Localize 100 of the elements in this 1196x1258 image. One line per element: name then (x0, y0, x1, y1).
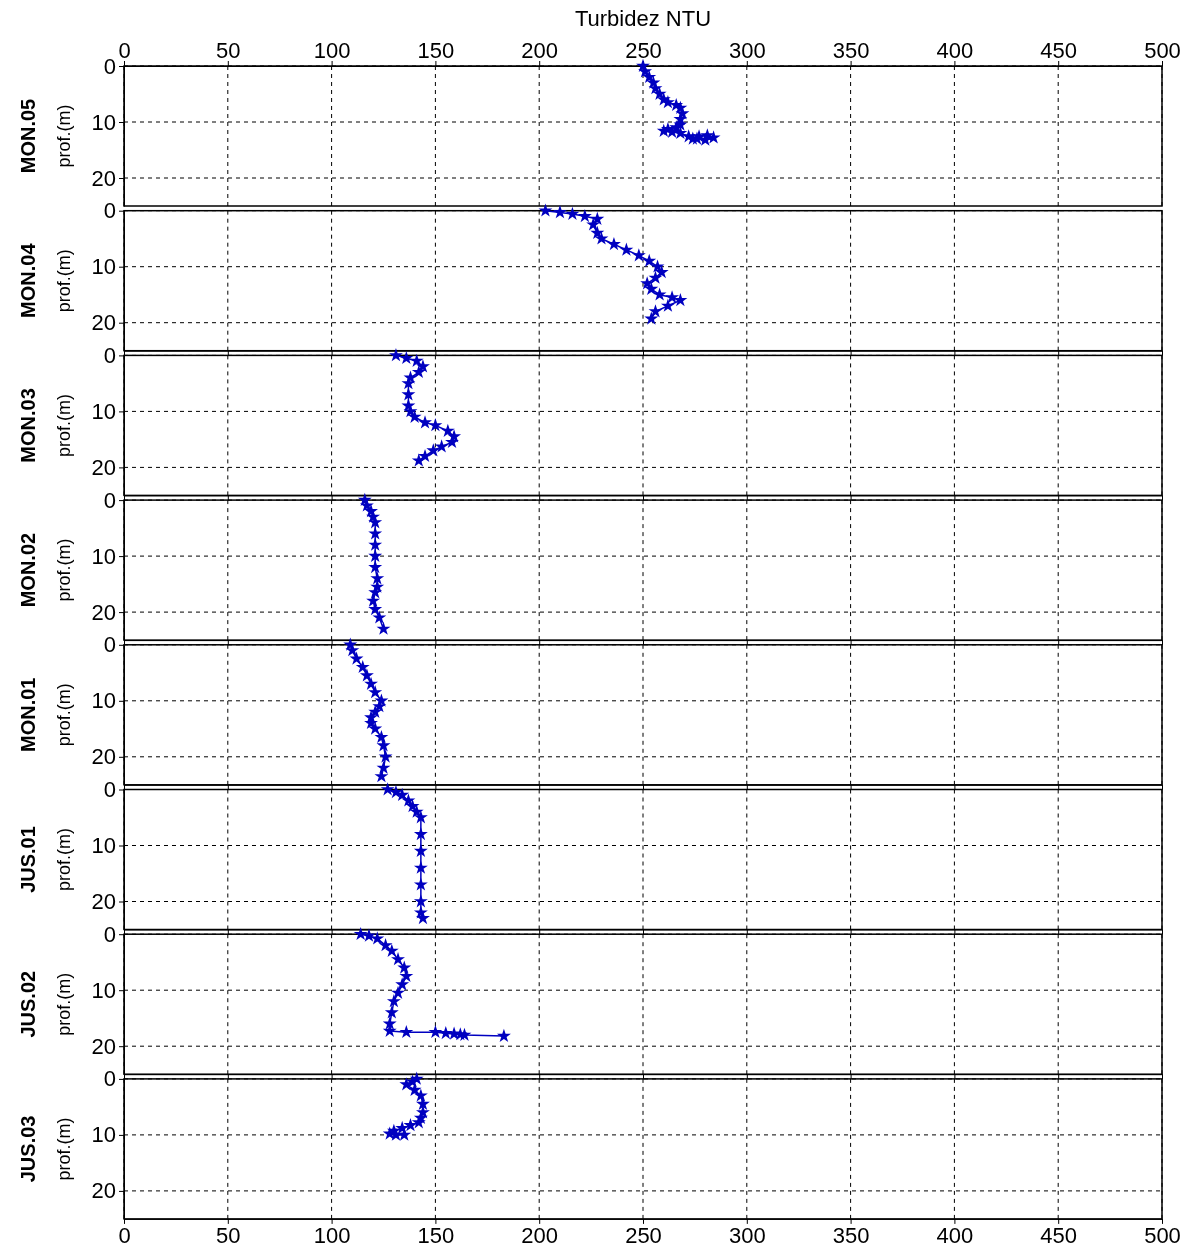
point (438, 1026, 453, 1040)
y-axis-title: prof.(m) (54, 393, 74, 457)
point (368, 537, 383, 551)
point (401, 387, 416, 401)
x-tick-label: 50 (216, 1222, 241, 1248)
point (378, 938, 393, 952)
point (368, 526, 383, 540)
point (565, 206, 580, 220)
point (399, 350, 414, 365)
point (418, 415, 432, 429)
y-tick-label: 20 (91, 744, 116, 770)
y-tick-label: 10 (91, 254, 116, 280)
y-tick-label: 20 (91, 310, 116, 336)
y-tick-label: 20 (91, 1178, 116, 1204)
y-tick-label: 0 (103, 198, 116, 224)
point (411, 1115, 426, 1129)
x-tick-label: 250 (625, 1222, 662, 1248)
point (353, 926, 368, 941)
point (644, 281, 659, 296)
point (391, 952, 405, 966)
text: MON.03 (17, 388, 39, 463)
point (413, 1088, 428, 1102)
point (386, 994, 401, 1008)
y-tick-label: 20 (91, 165, 116, 191)
x-tick-label: 450 (1040, 1222, 1078, 1248)
point (413, 877, 428, 891)
point (411, 364, 426, 379)
y-tick-label: 0 (103, 632, 116, 658)
point (403, 404, 418, 418)
point (395, 977, 410, 991)
x-tick-label: 350 (832, 38, 870, 63)
point (631, 248, 646, 262)
point (413, 860, 428, 874)
point (376, 621, 391, 635)
point (413, 894, 428, 908)
point (368, 559, 383, 574)
point (428, 418, 443, 432)
y-tick-label: 0 (103, 1066, 116, 1092)
point (586, 217, 601, 231)
point (415, 1096, 430, 1111)
point (413, 810, 428, 824)
y-axis-title: prof.(m) (54, 249, 74, 313)
point (359, 498, 374, 512)
x-tick-label: 400 (936, 38, 974, 63)
point (648, 304, 663, 318)
x-tick-label: 200 (521, 38, 559, 63)
point (345, 643, 360, 657)
y-tick-label: 20 (91, 1033, 116, 1059)
point (594, 231, 609, 245)
y-tick-label: 10 (91, 109, 116, 135)
x-tick-label: 400 (936, 1222, 974, 1248)
point (652, 287, 667, 301)
point (368, 721, 383, 735)
y-tick-label: 20 (91, 454, 116, 480)
point (368, 585, 383, 599)
point (359, 668, 374, 682)
point (378, 749, 393, 763)
point (389, 348, 403, 362)
text: JUS.01 (17, 826, 39, 893)
y-axis-title: prof.(m) (54, 828, 74, 891)
x-tick-label: 450 (1040, 38, 1078, 63)
point (700, 128, 715, 142)
x-tick-label: 100 (313, 1222, 351, 1248)
point (376, 760, 391, 774)
text: MON.05 (17, 98, 39, 174)
point (372, 610, 387, 624)
point (642, 69, 657, 84)
x-tick-label: 300 (728, 1222, 766, 1248)
point (370, 571, 385, 585)
point (538, 203, 553, 217)
point (401, 376, 416, 390)
x-axis-title: Turbidez NTU (574, 6, 712, 31)
y-tick-label: 10 (91, 833, 116, 859)
point (374, 729, 389, 744)
y-axis-title: prof.(m) (54, 104, 74, 168)
x-tick-label: 150 (417, 1222, 455, 1248)
point (384, 1005, 399, 1019)
point (660, 298, 675, 312)
point (415, 359, 430, 373)
y-tick-label: 10 (91, 1122, 116, 1148)
point (648, 81, 663, 95)
y-axis-title: prof.(m) (54, 683, 74, 747)
point (399, 1024, 414, 1039)
point (426, 443, 441, 457)
point (577, 208, 592, 223)
point (642, 253, 657, 268)
text: JUS.02 (17, 970, 39, 1038)
point (496, 1028, 511, 1043)
point (434, 439, 449, 453)
text: MON.01 (17, 677, 39, 753)
point (368, 548, 383, 563)
point (553, 205, 567, 219)
x-tick-label: 200 (521, 1222, 559, 1248)
x-tick-label: 500 (1144, 38, 1181, 63)
text: JUS.03 (17, 1115, 39, 1183)
point (384, 943, 399, 957)
point (673, 292, 688, 307)
y-tick-label: 0 (103, 342, 116, 368)
point (407, 1082, 422, 1097)
text: MON.04 (17, 242, 39, 318)
